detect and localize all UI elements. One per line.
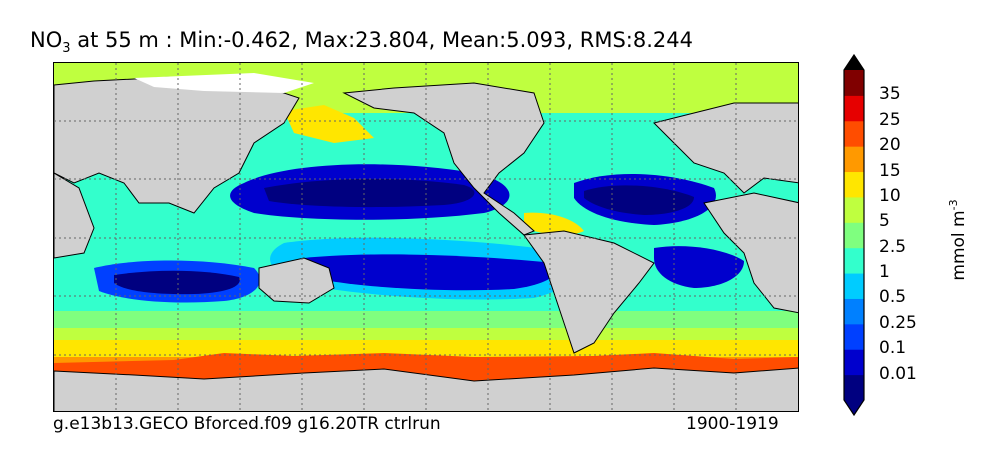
colorbar-segments: [844, 70, 864, 401]
map-title: NO3 at 55 m : Min:-0.462, Max:23.804, Me…: [30, 28, 693, 56]
colorbar-segment: [844, 247, 864, 274]
colorbar-segment: [844, 171, 864, 198]
north-pacific-gyre-core: [264, 178, 475, 208]
title-subscript: 3: [62, 41, 71, 57]
colorbar-segment: [844, 70, 864, 96]
colorbar-segment: [844, 146, 864, 173]
colorbar-tick-label: 0.5: [879, 287, 907, 308]
south-pacific-gyre: [304, 254, 557, 291]
colorbar-tick-label: 0.25: [879, 312, 917, 333]
colorbar-tick-label: 5: [879, 211, 890, 232]
north-pacific-high: [284, 105, 374, 143]
colorbar-tick-label: 2.5: [879, 236, 907, 257]
south-atlantic-gyre: [654, 246, 744, 288]
colorbar-tick-label: 0.01: [879, 363, 917, 384]
colorbar-min-arrow: [844, 400, 864, 415]
colorbar-segment: [844, 349, 864, 376]
land-africa-east: [703, 192, 798, 314]
caption-run-name: g.e13b13.GECO Bforced.f09 g16.20TR ctrlr…: [53, 414, 441, 434]
land-south-america: [523, 230, 655, 354]
colorbar-segment: [844, 374, 864, 401]
colorbar-max-arrow: [844, 55, 864, 70]
colorbar-segment: [844, 222, 864, 249]
colorbar-segment: [844, 95, 864, 122]
land-africa: [54, 172, 95, 259]
colorbar-tick-label: 1: [879, 262, 890, 283]
colorbar-outline: [843, 53, 865, 417]
arctic-missing-data: [134, 73, 314, 93]
indian-ocean-gyre-core: [114, 270, 240, 295]
colorbar-unit-label: mmol m-3: [947, 199, 969, 280]
unit-exponent: -3: [947, 199, 961, 211]
colorbar-segment: [844, 298, 864, 325]
colorbar-segment: [844, 273, 864, 299]
title-stats: at 55 m : Min:-0.462, Max:23.804, Mean:5…: [70, 28, 693, 52]
colorbar-tick-label: 25: [879, 109, 901, 130]
colorbar-tick-label: 10: [879, 185, 901, 206]
map-canvas: [54, 63, 798, 411]
colorbar-segment: [844, 323, 864, 350]
land-europe-east: [653, 102, 798, 194]
colorbar: [843, 53, 865, 417]
title-variable: NO: [30, 28, 63, 52]
colorbar-segment: [844, 196, 864, 223]
colorbar-segment: [844, 120, 864, 147]
colorbar-tick-label: 20: [879, 135, 901, 156]
unit-base: mmol m: [948, 210, 969, 281]
caption-period: 1900-1919: [686, 414, 779, 434]
land-australia: [258, 257, 335, 304]
graticule: [54, 63, 798, 411]
colorbar-tick-label: 35: [879, 84, 901, 105]
equatorial-upwelling: [524, 212, 584, 235]
north-atlantic-gyre-core: [584, 185, 694, 215]
colorbar-tick-label: 15: [879, 160, 901, 181]
colorbar-tick-label: 0.1: [879, 338, 907, 359]
map-panel: [53, 62, 799, 412]
